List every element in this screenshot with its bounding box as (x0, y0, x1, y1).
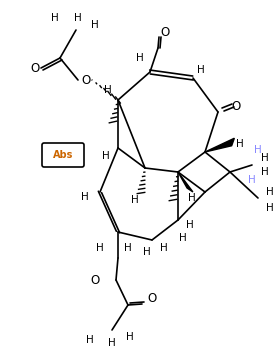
Text: H: H (143, 247, 151, 257)
Text: H: H (254, 145, 262, 155)
Text: O: O (90, 274, 100, 287)
Text: H: H (261, 167, 269, 177)
Text: H: H (126, 332, 134, 342)
Polygon shape (205, 138, 234, 152)
FancyBboxPatch shape (42, 143, 84, 167)
Text: O: O (160, 26, 170, 39)
Text: O: O (231, 100, 241, 113)
Text: O: O (30, 61, 40, 74)
Text: H: H (86, 335, 94, 345)
Text: H: H (108, 338, 116, 348)
Text: H: H (91, 20, 99, 30)
Text: Abs: Abs (53, 150, 73, 160)
Text: H: H (188, 193, 196, 203)
Text: H: H (74, 13, 82, 23)
Text: H: H (266, 203, 274, 213)
Text: H: H (179, 233, 187, 243)
Text: H: H (248, 175, 256, 185)
Text: H: H (124, 243, 132, 253)
Text: H: H (236, 139, 244, 149)
Text: H: H (186, 220, 194, 230)
Text: H: H (102, 151, 110, 161)
Text: H: H (261, 153, 269, 163)
Text: H: H (96, 243, 104, 253)
Text: H: H (131, 195, 139, 205)
Text: H: H (197, 65, 205, 75)
Polygon shape (178, 172, 193, 192)
Text: H: H (104, 85, 112, 95)
Text: H: H (81, 192, 89, 202)
Text: H: H (51, 13, 59, 23)
Text: O: O (81, 74, 91, 87)
Text: H: H (136, 53, 144, 63)
Text: H: H (266, 187, 274, 197)
Text: O: O (147, 291, 157, 304)
Text: H: H (160, 243, 168, 253)
